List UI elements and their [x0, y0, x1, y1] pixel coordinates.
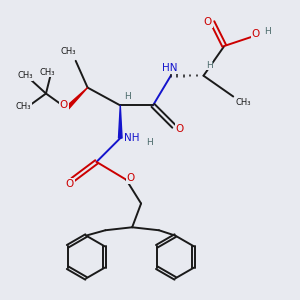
Text: O: O	[127, 173, 135, 183]
Text: HN: HN	[162, 63, 177, 73]
Text: CH₃: CH₃	[16, 102, 32, 111]
Text: CH₃: CH₃	[236, 98, 251, 107]
Text: NH: NH	[124, 133, 140, 143]
Text: CH₃: CH₃	[17, 71, 33, 80]
Text: O: O	[66, 179, 74, 189]
Text: O: O	[204, 17, 212, 27]
Text: H: H	[206, 61, 213, 70]
Text: CH₃: CH₃	[61, 47, 76, 56]
Polygon shape	[65, 88, 88, 110]
Text: H: H	[147, 138, 153, 147]
Polygon shape	[118, 105, 122, 138]
Text: H: H	[124, 92, 131, 101]
Text: H: H	[264, 27, 271, 36]
Text: O: O	[176, 124, 184, 134]
Text: O: O	[251, 29, 260, 39]
Text: O: O	[60, 100, 68, 110]
Text: CH₃: CH₃	[40, 68, 55, 76]
